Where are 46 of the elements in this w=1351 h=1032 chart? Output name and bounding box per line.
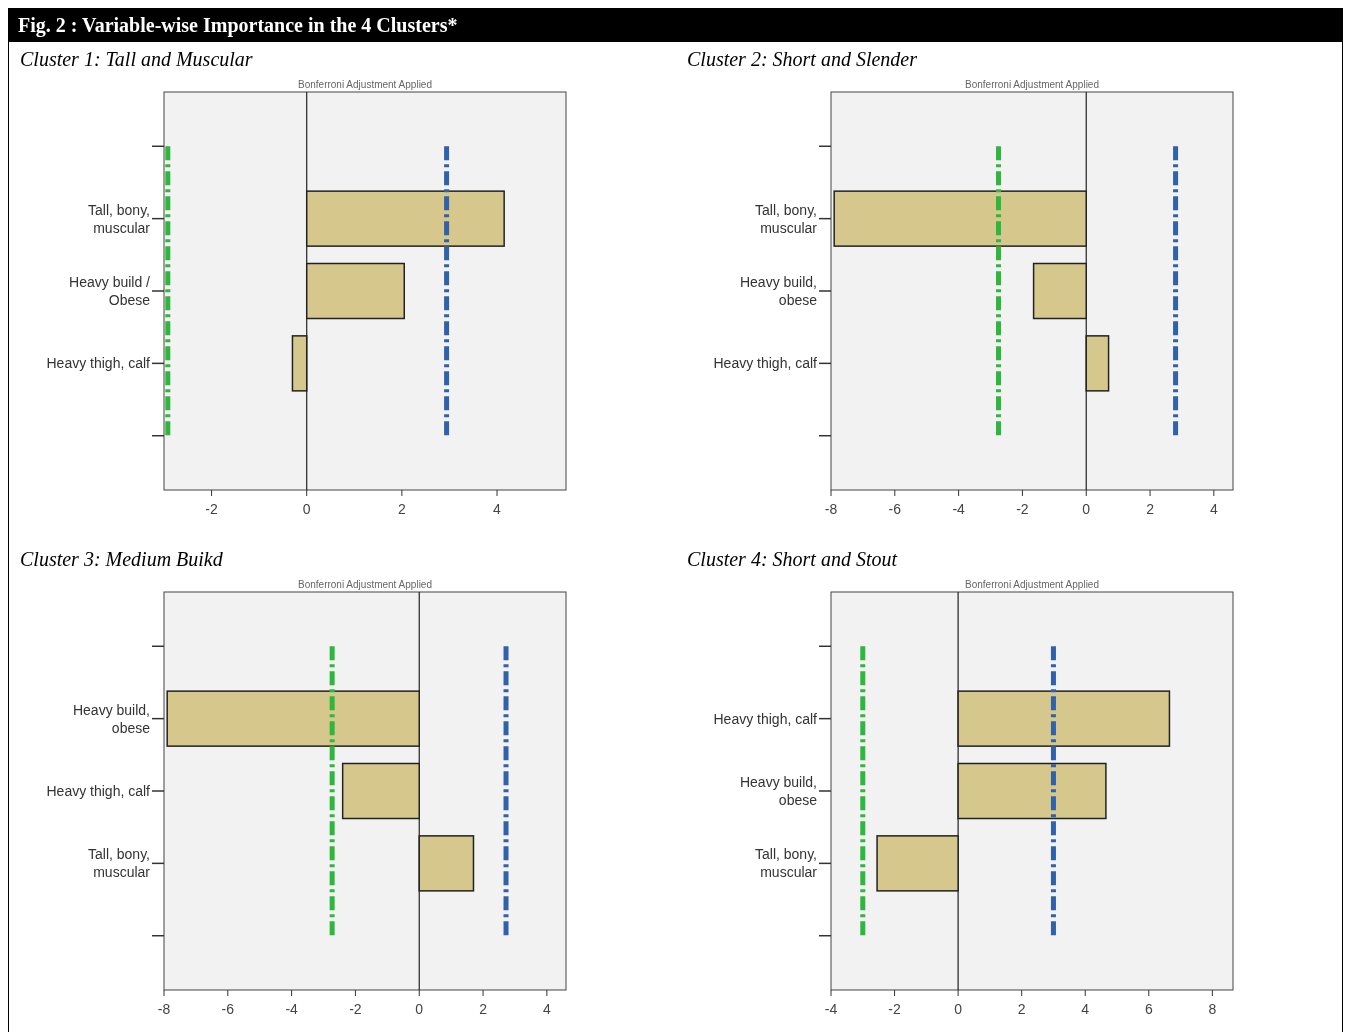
x-tick-label: 4 [542,1001,551,1017]
x-tick-label: 4 [1081,1001,1090,1017]
y-tick-label: Heavy thigh, calf [713,355,818,372]
y-tick-label: Heavy thigh, calf [46,355,151,372]
chart-subtitle: Bonferroni Adjustment Applied [965,79,1099,90]
y-tick-label: Heavy build / Obese [69,274,151,308]
y-tick-label: Tall, bony, muscular [755,201,818,236]
y-tick-label: Heavy build, obese [739,274,818,308]
x-tick-label: 4 [1209,501,1218,517]
x-tick-label: 2 [479,1001,488,1017]
chart-subtitle: Bonferroni Adjustment Applied [298,79,432,90]
x-tick-label: -4 [824,1001,838,1017]
x-tick-label: -2 [205,501,219,517]
chart-subtitle: Bonferroni Adjustment Applied [965,579,1099,590]
y-tick-label: Tall, bony, muscular [88,846,151,881]
chart-subtitle: Bonferroni Adjustment Applied [298,579,432,590]
y-tick-label: Heavy build, obese [72,701,151,736]
x-tick-label: 8 [1208,1001,1217,1017]
y-tick-label: Heavy build, obese [739,774,818,808]
x-tick-label: -8 [157,1001,171,1017]
x-tick-label: -2 [349,1001,362,1017]
x-tick-label: -4 [285,1001,299,1017]
y-tick-label: Tall, bony, muscular [88,201,151,236]
chart-title: Cluster 4: Short and Stout [687,548,898,570]
x-tick-label: 0 [954,1001,963,1017]
x-tick-label: -6 [888,501,902,517]
caption: Fig. 2 : Variable-wise Importance in the 4 Clusters* [18,14,458,37]
chart-title: Cluster 2: Short and Slender [687,48,918,70]
x-tick-label: 4 [493,501,502,517]
x-tick-label: -4 [952,501,966,517]
y-tick-label: Tall, bony, muscular [755,846,818,881]
x-tick-label: 2 [1017,1001,1026,1017]
x-tick-label: -2 [1016,501,1029,517]
x-tick-label: -8 [824,501,838,517]
x-tick-label: 6 [1144,1001,1153,1017]
x-tick-label: 2 [1146,501,1155,517]
chart-title: Cluster 3: Medium Buikd [20,548,224,570]
x-tick-label: 0 [1082,501,1091,517]
x-tick-label: -6 [221,1001,235,1017]
x-tick-label: -2 [888,1001,901,1017]
x-tick-label: 0 [302,501,311,517]
y-tick-label: Heavy thigh, calf [713,710,818,727]
x-tick-label: 0 [415,1001,424,1017]
x-tick-label: 2 [397,501,406,517]
chart-title: Cluster 1: Tall and Muscular [20,48,253,70]
y-tick-label: Heavy thigh, calf [46,783,151,799]
